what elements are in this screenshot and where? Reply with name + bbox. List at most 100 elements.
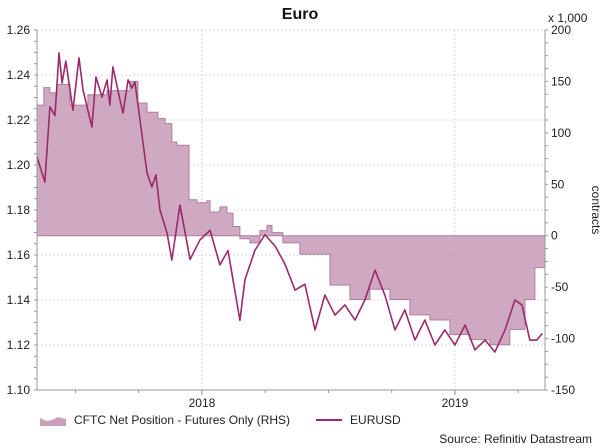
eurusd-point xyxy=(514,299,516,301)
eurusd-point xyxy=(146,172,148,174)
eurusd-point xyxy=(394,329,396,331)
eurusd-point xyxy=(384,294,386,296)
eurusd-point xyxy=(134,81,136,83)
eurusd-point xyxy=(109,104,111,106)
right-tick-label: -150 xyxy=(551,383,575,397)
eurusd-point xyxy=(219,264,221,266)
eurusd-point xyxy=(49,106,51,108)
eurusd-point xyxy=(65,60,67,62)
right-tick-label: 150 xyxy=(551,74,571,88)
eurusd-line-layer xyxy=(36,52,543,353)
left-tick-label: 1.10 xyxy=(7,383,31,397)
eurusd-point xyxy=(122,112,124,114)
eurusd-point xyxy=(139,119,141,121)
eurusd-point xyxy=(504,329,506,331)
eurusd-point xyxy=(58,52,60,54)
eurusd-point xyxy=(404,309,406,311)
eurusd-point xyxy=(414,339,416,341)
eurusd-point xyxy=(304,283,306,285)
chart-title: Euro xyxy=(282,6,319,23)
eurusd-point xyxy=(541,333,543,335)
axes: 1.10 1.12 1.14 1.16 1.18 1.20 1.22 1.24 1.26 -150… xyxy=(7,23,576,410)
eurusd-point xyxy=(95,76,97,78)
eurusd-point xyxy=(344,304,346,306)
cftc-net-position-area xyxy=(36,80,546,346)
left-tick-label: 1.12 xyxy=(7,338,31,352)
eurusd-point xyxy=(274,245,276,247)
x-tick-label: 2019 xyxy=(442,396,469,410)
right-tick-label: -50 xyxy=(551,280,569,294)
eurusd-point xyxy=(61,82,63,84)
eurusd-point xyxy=(106,79,108,81)
eurusd-point xyxy=(82,89,84,91)
eurusd-point xyxy=(166,232,168,234)
x-tick-label: 2018 xyxy=(189,396,216,410)
eurusd-point xyxy=(244,279,246,281)
source-note: Source: Refinitiv Datastream xyxy=(439,432,592,446)
legend: CFTC Net Position - Futures Only (RHS) E… xyxy=(40,413,401,427)
left-tick-label: 1.16 xyxy=(7,248,31,262)
legend-swatch-eurusd xyxy=(316,419,343,421)
eurusd-point xyxy=(464,324,466,326)
eurusd-point xyxy=(44,181,46,183)
eurusd-point xyxy=(119,99,121,101)
right-tick-label: 100 xyxy=(551,126,571,140)
eurusd-point xyxy=(454,344,456,346)
eurusd-point xyxy=(151,186,153,188)
eurusd-point xyxy=(72,109,74,111)
right-tick-label: 0 xyxy=(551,229,558,243)
eurusd-point xyxy=(199,239,201,241)
left-tick-label: 1.18 xyxy=(7,203,31,217)
eurusd-point xyxy=(254,249,256,252)
eurusd-point xyxy=(354,319,356,321)
eurusd-point xyxy=(521,304,523,306)
eurusd-point xyxy=(284,263,286,265)
right-tick-label: 50 xyxy=(551,177,565,191)
eurusd-point xyxy=(536,339,538,341)
eurusd-point xyxy=(101,96,103,98)
eurusd-point xyxy=(324,294,326,296)
left-tick-label: 1.22 xyxy=(7,113,31,127)
eurusd-point xyxy=(189,258,191,261)
eurusd-point xyxy=(364,299,366,301)
eurusd-point xyxy=(314,329,316,331)
eurusd-point xyxy=(294,289,296,291)
eurusd-point xyxy=(209,229,211,231)
legend-label-eurusd: EURUSD xyxy=(350,413,401,427)
eurusd-point xyxy=(374,269,376,271)
eurusd-point xyxy=(484,339,486,341)
eurusd-point xyxy=(171,259,173,261)
left-tick-label: 1.24 xyxy=(7,68,31,82)
left-tick-label: 1.26 xyxy=(7,23,31,37)
left-tick-label: 1.14 xyxy=(7,293,31,307)
eurusd-point xyxy=(494,351,496,353)
eurusd-point xyxy=(54,114,56,117)
eurusd-point xyxy=(444,329,446,331)
right-tick-label: -100 xyxy=(551,332,575,346)
cftc-area-layer xyxy=(36,80,546,346)
right-axis-label: contracts xyxy=(589,186,600,235)
eurusd-point xyxy=(91,126,93,128)
eurusd-point xyxy=(179,204,181,206)
eurusd-point xyxy=(474,349,476,351)
eurusd-point xyxy=(78,57,80,59)
legend-swatch-cftc xyxy=(40,415,66,426)
eurusd-point xyxy=(239,319,241,321)
left-tick-label: 1.20 xyxy=(7,158,31,172)
eurusd-point xyxy=(424,319,426,321)
eurusd-point xyxy=(334,314,336,316)
eurusd-point xyxy=(155,174,157,176)
eurusd-point xyxy=(529,339,531,341)
right-tick-label: 200 xyxy=(551,23,571,37)
eurusd-point xyxy=(127,79,129,81)
eurusd-point xyxy=(112,66,114,68)
legend-label-cftc: CFTC Net Position - Futures Only (RHS) xyxy=(74,413,291,427)
eurusd-point xyxy=(264,234,266,236)
eurusd-point xyxy=(227,249,229,252)
eurusd-point xyxy=(434,344,436,346)
eurusd-point xyxy=(131,87,133,89)
eurusd-point xyxy=(159,209,161,211)
right-axis-unit-note: x 1,000 xyxy=(548,11,588,25)
